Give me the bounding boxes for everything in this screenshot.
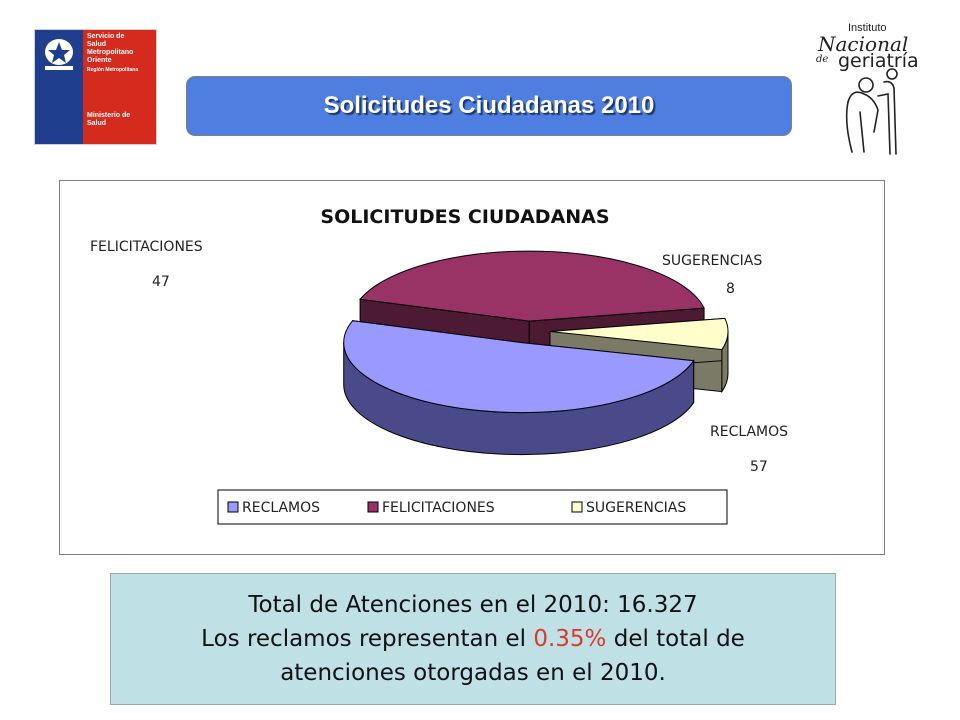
institute-logo-line1: Instituto — [848, 22, 887, 34]
institute-logo-line3: de — [816, 54, 829, 65]
legend-swatch-sugerencias — [571, 501, 583, 513]
gov-logo-line2: Salud — [87, 41, 107, 48]
gov-logo-line7: Salud — [87, 120, 107, 127]
pie-slice-reclamos — [343, 320, 695, 456]
chart-title: SOLICITUDES CIUDADANAS — [320, 206, 609, 228]
logo-red-panel: Servicio de Salud Metropolitano Oriente … — [83, 30, 156, 144]
legend-label-felicitaciones: FELICITACIONES — [382, 500, 495, 516]
data-value-felicitaciones: 47 — [152, 274, 170, 290]
summary-note: Total de Atenciones en el 2010: 16.327 L… — [110, 573, 836, 705]
data-label-reclamos: RECLAMOS — [710, 424, 788, 440]
data-label-felicitaciones: FELICITACIONES — [90, 239, 203, 255]
legend-label-sugerencias: SUGERENCIAS — [586, 500, 686, 516]
legend-swatch-felicitaciones — [367, 501, 379, 513]
gov-logo-line3: Metropolitano — [87, 49, 134, 56]
data-value-sugerencias: 8 — [726, 281, 735, 297]
institute-logo-line2: Nacional — [818, 32, 909, 56]
gov-logo-line6: Ministerio de — [87, 112, 131, 119]
note-line3: atenciones otorgadas en el 2010. — [280, 660, 666, 686]
coat-of-arms-icon — [45, 39, 73, 70]
note-line2: Los reclamos representan el 0.35% del to… — [201, 622, 745, 656]
institute-logo-line4: geriatría — [838, 50, 919, 72]
institute-logo: Instituto Nacional de geriatría — [808, 22, 938, 157]
note-line2-text-end: del total de — [606, 626, 745, 652]
data-value-reclamos: 57 — [750, 459, 768, 475]
title-banner: Solicitudes Ciudadanas 2010 — [186, 76, 792, 136]
gov-logo-line1: Servicio de — [87, 33, 125, 40]
data-label-sugerencias: SUGERENCIAS — [662, 253, 762, 269]
chart-frame: SOLICITUDES CIUDADANAS RECLAMOS 57 FELICIT… — [59, 180, 885, 555]
legend-label-reclamos: RECLAMOS — [242, 500, 320, 516]
note-line1: Total de Atenciones en el 2010: 16.327 — [248, 592, 698, 618]
page-title: Solicitudes Ciudadanas 2010 — [323, 92, 655, 119]
note-line2-text: Los reclamos representan el — [201, 626, 534, 652]
logo-blue-panel — [35, 30, 83, 144]
gov-logo-line5: Región Metropolitana — [87, 67, 139, 73]
legend-swatch-reclamos — [227, 501, 239, 513]
gov-logo-line4: Oriente — [87, 57, 112, 64]
note-percentage: 0.35% — [533, 626, 607, 652]
pie-chart: SOLICITUDES CIUDADANAS RECLAMOS 57 FELICIT… — [90, 206, 788, 525]
government-logo: Servicio de Salud Metropolitano Oriente … — [34, 29, 157, 145]
elderly-figure-icon — [845, 68, 898, 155]
chart-legend: RECLAMOS FELICITACIONES SUGERENCIAS — [217, 489, 728, 525]
